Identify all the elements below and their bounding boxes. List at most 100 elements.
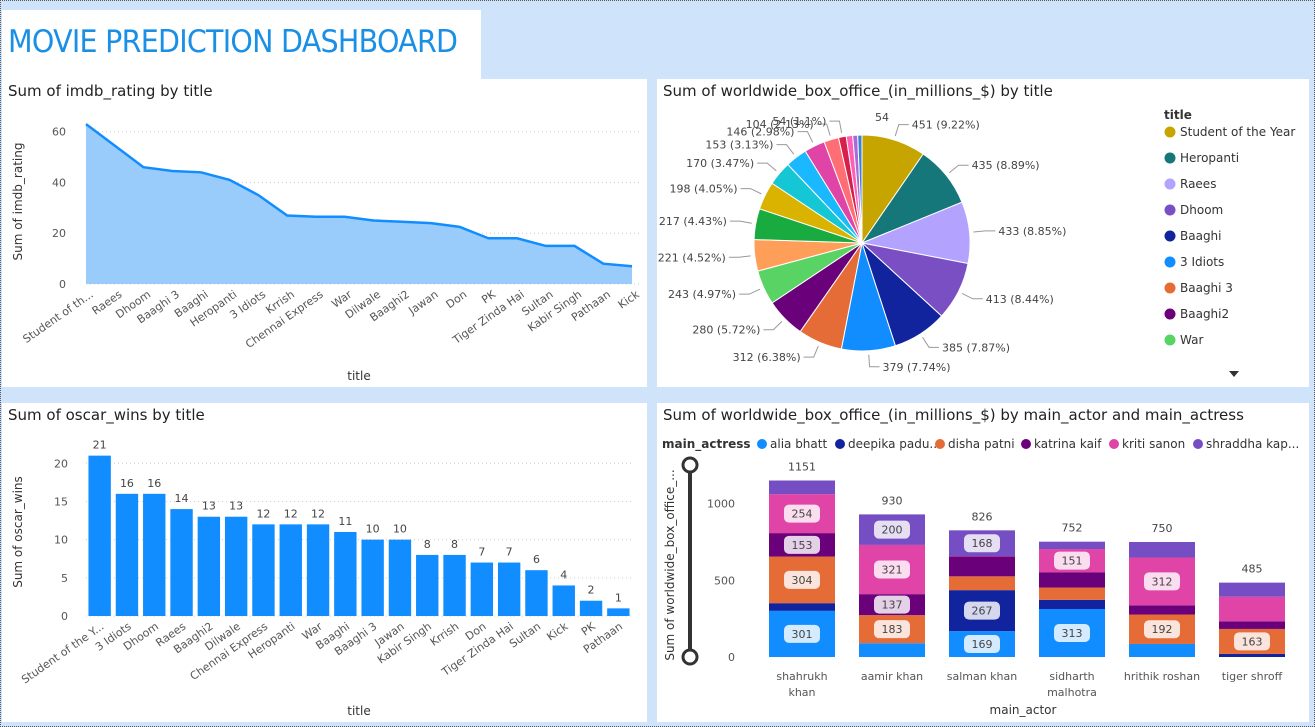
bar[interactable] xyxy=(579,600,603,616)
stacked-bar-segment[interactable] xyxy=(1129,643,1195,657)
bar[interactable] xyxy=(252,524,275,616)
actor-box-office-panel[interactable]: Sum of worldwide_box_office_(in_millions… xyxy=(657,403,1309,722)
legend-item[interactable]: War xyxy=(1180,333,1203,347)
bar-data-label: 21 xyxy=(93,439,107,452)
bar[interactable] xyxy=(143,493,166,616)
leader-line xyxy=(803,345,819,358)
stacked-bar-segment[interactable] xyxy=(1129,542,1195,558)
stacked-bar-segment[interactable] xyxy=(1219,653,1285,657)
zoom-slider-handle-top[interactable] xyxy=(681,456,699,474)
bar[interactable] xyxy=(388,539,412,616)
x-tick-label: malhotra xyxy=(1047,686,1097,699)
legend-item[interactable]: deepika padu... xyxy=(848,437,941,451)
x-tick-label: tiger shroff xyxy=(1222,670,1283,683)
bar[interactable] xyxy=(88,455,111,616)
segment-data-label: 200 xyxy=(882,524,903,537)
legend-marker xyxy=(1164,204,1176,216)
legend-item[interactable]: katrina kaif xyxy=(1034,437,1102,451)
bar[interactable] xyxy=(306,524,330,616)
pie-slice[interactable] xyxy=(857,134,863,244)
legend-item[interactable]: Raees xyxy=(1180,177,1216,191)
segment-label-box xyxy=(874,620,910,639)
slice-data-label: 435 (8.89%) xyxy=(972,159,1040,172)
leader-line xyxy=(757,162,777,172)
bar[interactable] xyxy=(361,539,384,616)
slice-data-label: 451 (9.22%) xyxy=(912,119,980,132)
legend-marker xyxy=(835,439,845,449)
box-office-pie-panel[interactable]: Sum of worldwide_box_office_(in_millions… xyxy=(657,79,1309,387)
stacked-bar-segment[interactable] xyxy=(1219,596,1285,622)
legend-marker xyxy=(1021,439,1031,449)
legend-item[interactable]: Baaghi2 xyxy=(1180,307,1229,321)
series-line[interactable] xyxy=(85,123,633,268)
bar-data-label: 6 xyxy=(533,553,540,566)
bar[interactable] xyxy=(525,570,548,616)
slice-data-label: 104 (2.13%) xyxy=(746,118,814,131)
imdb-panel-title: Sum of imdb_rating by title xyxy=(8,82,213,100)
bar[interactable] xyxy=(470,562,494,616)
bar[interactable] xyxy=(170,509,193,616)
legend-item[interactable]: Student of the Year xyxy=(1180,125,1295,139)
segment-data-label: 169 xyxy=(972,638,993,651)
segment-label-box xyxy=(1234,632,1270,651)
segment-label-box xyxy=(784,504,820,523)
oscar-wins-panel[interactable]: Sum of oscar_wins by title 0 5 10 15 20 21 Stu… xyxy=(2,403,647,722)
bar[interactable] xyxy=(197,516,221,616)
stacked-bar-segment[interactable] xyxy=(859,643,925,657)
bar[interactable] xyxy=(279,524,302,616)
legend-item[interactable]: Dhoom xyxy=(1180,203,1223,217)
legend-marker xyxy=(935,439,945,449)
legend-item[interactable]: disha patni xyxy=(948,437,1015,451)
stacked-bar-segment[interactable] xyxy=(1219,582,1285,597)
y-tick-label: 10 xyxy=(54,534,68,547)
x-tick-label: Jawan xyxy=(405,288,440,318)
legend-item[interactable]: alia bhatt xyxy=(770,437,827,451)
stacked-bar-segment[interactable] xyxy=(769,603,835,611)
stacked-bar-segment[interactable] xyxy=(1219,621,1285,629)
segment-label-box xyxy=(964,534,1000,553)
bar[interactable] xyxy=(552,585,575,616)
bar[interactable] xyxy=(416,554,439,616)
bar-data-label: 12 xyxy=(311,507,325,520)
stacked-bar-segment[interactable] xyxy=(1039,599,1105,610)
stacked-bar-segment[interactable] xyxy=(949,556,1015,577)
legend-item[interactable]: kriti sanon xyxy=(1122,437,1185,451)
leader-line xyxy=(739,288,761,295)
segment-label-box xyxy=(874,560,910,579)
x-tick-label: Student of th... xyxy=(21,288,96,346)
legend-scroll-down-icon[interactable] xyxy=(1229,371,1239,377)
x-tick-label: salman khan xyxy=(947,670,1018,683)
slice-data-label: 312 (6.38%) xyxy=(733,351,801,364)
area-fill xyxy=(86,124,632,284)
legend-item[interactable]: Heropanti xyxy=(1180,151,1239,165)
bar-total-label: 1151 xyxy=(788,461,816,474)
slice-data-label: 54 xyxy=(875,111,889,124)
legend-item[interactable]: shraddha kap... xyxy=(1206,437,1299,451)
stacked-bar-segment[interactable] xyxy=(1039,587,1105,600)
bar[interactable] xyxy=(607,608,630,616)
stacked-bar-segment[interactable] xyxy=(1039,541,1105,550)
legend-item[interactable]: Baaghi 3 xyxy=(1180,281,1233,295)
stacked-bar-segment[interactable] xyxy=(949,576,1015,591)
legend-item[interactable]: 3 Idiots xyxy=(1180,255,1224,269)
bar[interactable] xyxy=(115,493,139,616)
x-tick-label: Kick xyxy=(616,287,643,311)
leader-line xyxy=(829,120,843,133)
stacked-bar-segment[interactable] xyxy=(1039,572,1105,588)
leader-line xyxy=(948,164,969,174)
stacked-bar-segment[interactable] xyxy=(1129,605,1195,615)
imdb-rating-panel[interactable]: Sum of imdb_rating by title 0 20 40 60 Stude… xyxy=(2,79,647,387)
bar[interactable] xyxy=(334,532,357,616)
bar[interactable] xyxy=(443,554,466,616)
legend-item[interactable]: Baaghi xyxy=(1180,229,1222,243)
zoom-slider-handle-bottom[interactable] xyxy=(681,648,699,666)
bar[interactable] xyxy=(497,562,521,616)
stacked-bar-segment[interactable] xyxy=(769,480,835,495)
bar[interactable] xyxy=(224,516,248,616)
leader-line xyxy=(729,220,752,224)
bar-data-label: 2 xyxy=(588,584,595,597)
box-office-pie-chart[interactable]: 451 (9.22%) 435 (8.89%) 433 (8.85%) 413 (8.… xyxy=(657,79,1309,387)
actor-stacked-bar-chart[interactable]: main_actress alia bhatt deepika padu... dis… xyxy=(657,403,1309,722)
